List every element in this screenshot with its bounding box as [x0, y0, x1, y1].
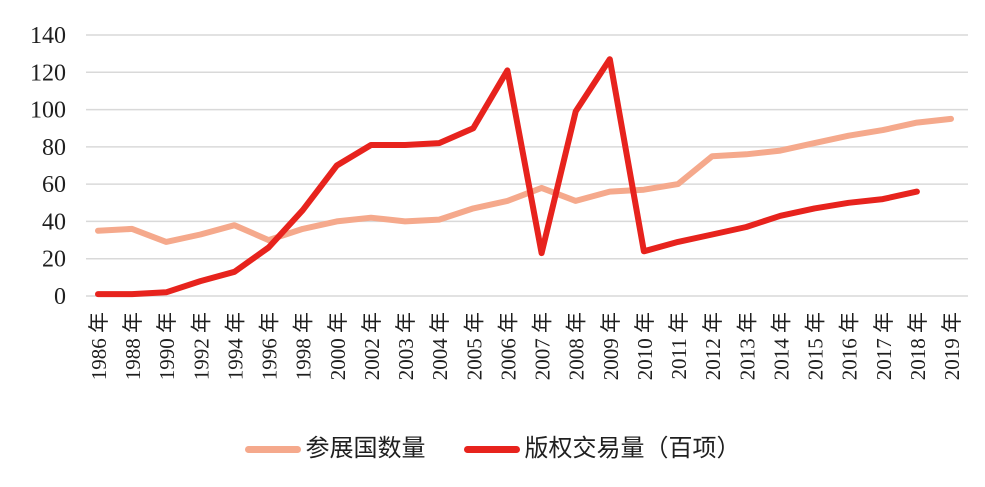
x-axis-label: 2008 年	[565, 312, 589, 380]
y-axis-label: 140	[30, 23, 66, 49]
x-axis-label: 2017 年	[872, 312, 896, 380]
y-axis-label: 20	[42, 247, 66, 273]
series-line-0	[95, 115, 954, 245]
x-axis-label: 1986 年	[87, 312, 111, 380]
legend-item-copyright-volume: 版权交易量（百项）	[463, 436, 741, 462]
x-axis-label: 2006 年	[496, 312, 520, 380]
x-axis-label: 2016 年	[838, 312, 862, 380]
y-axis-label: 100	[30, 98, 66, 124]
x-axis-label: 1998 年	[292, 312, 316, 380]
x-axis-label: 2009 年	[599, 312, 623, 380]
y-axis-label: 0	[54, 284, 66, 310]
x-axis-label: 2010 年	[633, 312, 657, 380]
y-axis-label: 60	[42, 172, 66, 198]
legend-item-participating-countries: 参展国数量	[244, 436, 426, 462]
x-axis-label: 1994 年	[223, 312, 247, 380]
x-axis-label: 2019 年	[940, 312, 964, 380]
x-axis-label: 2018 年	[906, 312, 930, 380]
y-axis-label: 40	[42, 209, 66, 235]
x-axis-label: 2015 年	[804, 312, 828, 380]
x-axis-label: 2005 年	[462, 312, 486, 380]
x-axis-label: 2004 年	[428, 312, 452, 380]
series-line-1	[95, 56, 920, 298]
x-axis-label: 1988 年	[121, 312, 145, 380]
legend-line-swatch-salmon	[244, 445, 301, 453]
x-axis-label: 1992 年	[189, 312, 213, 380]
x-axis-label: 2013 年	[735, 312, 759, 380]
x-axis-label: 1996 年	[258, 312, 282, 380]
y-axis-label: 120	[30, 60, 66, 86]
legend-line-swatch-red	[463, 445, 520, 453]
x-axis-label: 2000 年	[326, 312, 350, 380]
x-axis-label: 2014 年	[769, 312, 793, 380]
legend-label-copyright-volume: 版权交易量（百项）	[524, 436, 741, 462]
plot-svg: 0 20 40 60 80 100 120 140 1986 年 1988 年 1990 年 1992…	[30, 23, 968, 380]
y-axis-label: 80	[42, 135, 66, 161]
x-axis-label: 1990 年	[155, 312, 179, 380]
legend: 参展国数量 版权交易量（百项）	[0, 436, 985, 462]
x-axis-label: 2007 年	[531, 312, 555, 380]
legend-label-participating-countries: 参展国数量	[305, 436, 426, 462]
x-axis-label: 2003 年	[394, 312, 418, 380]
x-axis-label: 2011 年	[667, 312, 691, 379]
x-axis-label: 2002 年	[360, 312, 384, 380]
x-axis-label: 2012 年	[701, 312, 725, 380]
